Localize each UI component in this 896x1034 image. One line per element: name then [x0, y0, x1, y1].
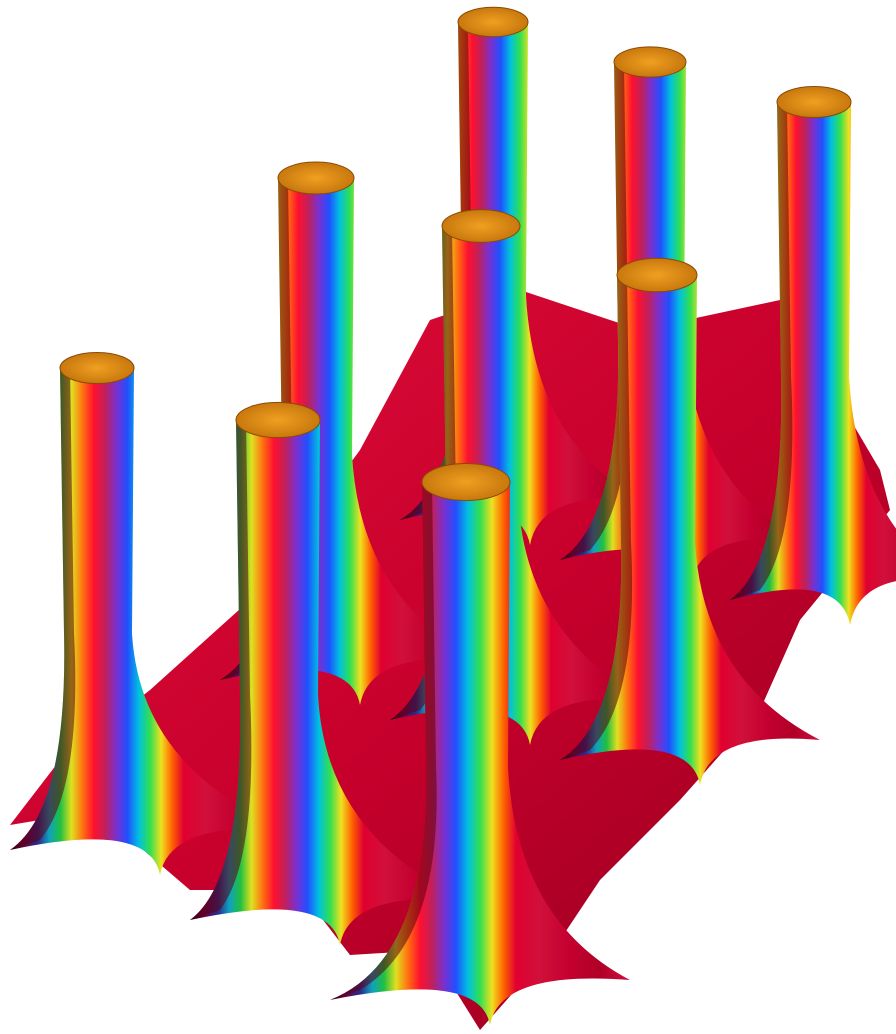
- pillar-front-left-shadow: [10, 368, 76, 850]
- pillar-back-right: [730, 85, 896, 625]
- pillar-back-left-shadow: [400, 22, 474, 520]
- pillar-back-middle-rim: [613, 46, 687, 78]
- pillar-front-right-shadow: [330, 482, 437, 1000]
- pillar-back-right-rim: [776, 85, 852, 119]
- pillar-back-middle-shadow: [560, 62, 630, 560]
- pillar-middle-right: [560, 257, 820, 785]
- pillar-middle-center-rim: [441, 209, 521, 243]
- pillar-front-left: [10, 351, 290, 875]
- pillar-back-right-shadow: [730, 102, 793, 600]
- pillar-front-center-rim: [235, 401, 321, 439]
- pillar-back-right-body: [730, 102, 896, 625]
- pillar-front-center-body: [190, 420, 470, 945]
- pillar-middle-center-shadow: [390, 226, 458, 720]
- pillar-front-right-rim: [421, 463, 511, 501]
- pillar-grid: [10, 6, 896, 1025]
- pillar-front-left-rim: [59, 351, 135, 385]
- pillar-middle-left-rim: [277, 161, 355, 195]
- pillar-front-right: [330, 463, 630, 1025]
- pillar-front-right-body: [330, 482, 630, 1025]
- pillar-front-center: [190, 401, 470, 945]
- pillar-middle-right-rim: [616, 257, 698, 293]
- pillar-front-center-shadow: [190, 420, 252, 920]
- pillar-front-left-body: [10, 368, 290, 875]
- pillar-back-left-rim: [457, 6, 529, 38]
- pillar-middle-left-shadow: [220, 178, 294, 680]
- pillar-middle-right-shadow: [560, 275, 633, 760]
